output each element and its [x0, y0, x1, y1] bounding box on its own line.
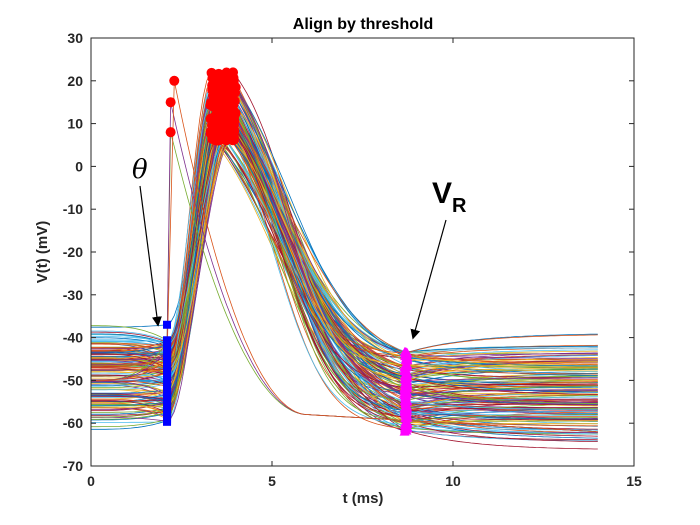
peak-marker: [207, 116, 218, 127]
reset-marker: [401, 348, 412, 358]
peak-markers: [165, 67, 241, 146]
y-tick-label: -50: [63, 372, 83, 388]
voltage-trace: [91, 87, 598, 422]
x-axis-ticks: 0 5 10 15: [87, 38, 642, 489]
voltage-trace: [91, 139, 598, 416]
vr-arrow: [410, 219, 447, 340]
voltage-trace: [91, 136, 598, 405]
y-tick-label: -60: [63, 415, 83, 431]
voltage-trace: [91, 81, 598, 396]
voltage-trace: [91, 88, 598, 416]
y-tick-label: -20: [63, 244, 83, 260]
peak-marker: [229, 116, 240, 127]
voltage-trace: [91, 110, 598, 421]
voltage-trace: [91, 137, 598, 389]
y-axis-ticks: 30 20 10 0 -10 -20 -30 -40 -50 -60 -70: [63, 30, 634, 474]
voltage-trace: [91, 109, 598, 406]
y-tick-label: 30: [67, 30, 83, 46]
threshold-marker: [163, 352, 172, 361]
voltage-trace: [91, 139, 598, 381]
vr-annotation: VR: [432, 177, 467, 217]
x-tick-label: 5: [268, 473, 276, 489]
threshold-marker: [163, 320, 172, 329]
voltage-trace: [91, 114, 598, 382]
y-tick-label: -70: [63, 458, 83, 474]
x-tick-label: 0: [87, 473, 95, 489]
reset-marker: [402, 412, 413, 422]
threshold-marker: [163, 397, 172, 406]
voltage-trace: [91, 129, 598, 412]
peak-marker: [216, 83, 227, 94]
threshold-marker: [163, 341, 172, 350]
voltage-trace: [91, 103, 598, 393]
voltage-trace: [91, 116, 598, 416]
peak-marker: [229, 84, 240, 95]
threshold-markers: [163, 320, 172, 426]
threshold-marker: [163, 363, 172, 372]
theta-annotation: θ: [132, 155, 148, 185]
y-tick-label: -30: [63, 287, 83, 303]
voltage-trace: [91, 128, 598, 428]
theta-arrow: [139, 185, 162, 327]
peak-marker: [207, 73, 218, 84]
y-tick-label: -40: [63, 330, 83, 346]
y-tick-label: 20: [67, 73, 83, 89]
reset-markers: [399, 346, 413, 436]
peak-marker: [213, 132, 224, 143]
reset-marker: [401, 406, 412, 416]
y-tick-label: 10: [67, 116, 83, 132]
early-peak-marker: [165, 127, 176, 138]
voltage-traces: [91, 71, 598, 450]
voltage-trace: [91, 79, 598, 367]
threshold-marker: [163, 375, 172, 384]
threshold-marker: [163, 369, 172, 378]
threshold-marker: [163, 408, 172, 417]
threshold-marker: [163, 417, 172, 426]
early-peak-marker: [165, 97, 176, 108]
peak-marker: [218, 103, 229, 114]
y-axis-label: V(t) (mV): [34, 221, 51, 284]
reset-marker: [401, 371, 412, 381]
peak-marker: [205, 100, 216, 111]
early-spike-trace: [91, 80, 598, 433]
x-tick-label: 15: [626, 473, 642, 489]
peak-marker: [219, 74, 230, 85]
x-axis-label: t (ms): [343, 490, 384, 507]
reset-marker: [400, 388, 411, 398]
reset-marker: [402, 382, 413, 392]
reset-marker: [400, 396, 411, 406]
voltage-trace: [91, 83, 598, 450]
y-tick-label: -10: [63, 201, 83, 217]
early-peak-marker: [169, 75, 180, 86]
reset-marker: [399, 361, 410, 371]
vr-label-main: V: [432, 177, 452, 210]
threshold-marker: [163, 382, 172, 391]
x-tick-label: 10: [445, 473, 461, 489]
voltage-trace: [91, 79, 598, 375]
peak-marker: [228, 99, 239, 110]
y-tick-label: 0: [75, 158, 83, 174]
chart-title: Align by threshold: [293, 16, 433, 33]
threshold-marker: [163, 358, 172, 367]
reset-marker: [401, 416, 412, 426]
vr-label-sub: R: [452, 195, 467, 217]
threshold-marker: [163, 391, 172, 400]
voltage-trace: [91, 101, 598, 411]
peak-marker: [227, 135, 238, 146]
reset-marker: [400, 375, 411, 385]
voltage-trace: [91, 85, 598, 373]
